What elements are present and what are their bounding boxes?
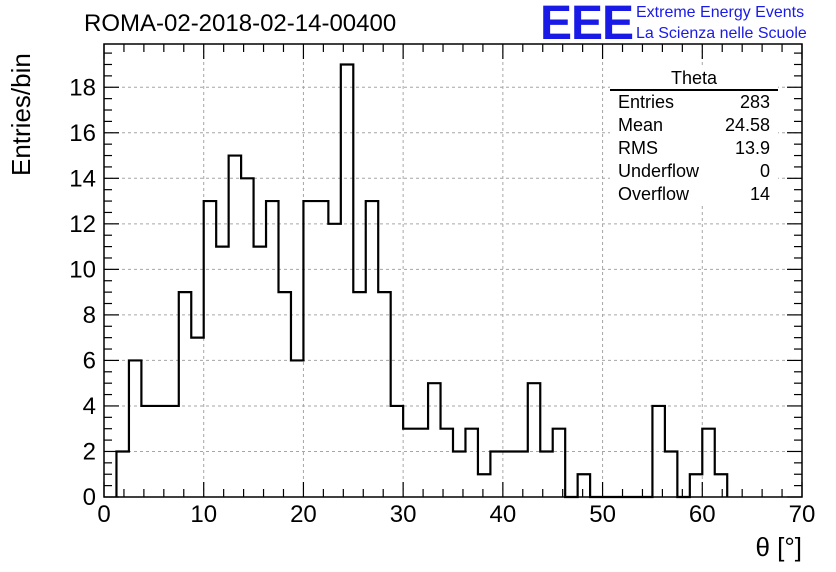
x-tick-label: 70 [789, 501, 816, 528]
stats-row-entries: Entries 283 [610, 91, 778, 114]
stats-row-underflow: Underflow 0 [610, 160, 778, 183]
histogram-bin [366, 201, 378, 497]
eee-logo: EEE [540, 0, 634, 50]
stats-value: 0 [759, 161, 770, 181]
stats-row-overflow: Overflow 14 [610, 183, 778, 206]
y-tick-label: 10 [69, 256, 96, 283]
histogram-bin [216, 247, 228, 497]
y-tick-label: 12 [69, 211, 96, 238]
x-tick-label: 50 [589, 501, 616, 528]
y-axis-label: Entries/bin [6, 53, 36, 176]
histogram-bin [129, 360, 141, 497]
histogram-bin [154, 406, 166, 497]
histogram-bin [254, 247, 266, 497]
stats-value: 24.58 [724, 115, 770, 135]
histogram-bin [229, 156, 241, 497]
histogram-bin [303, 201, 315, 497]
stats-box: Theta Entries 283 Mean 24.58 RMS 13.9 Un… [610, 68, 778, 206]
histogram-bin [540, 451, 552, 497]
histogram-bin [166, 406, 178, 497]
histogram-bin [715, 474, 727, 497]
histogram-bin [141, 406, 153, 497]
histogram-bin [353, 292, 365, 497]
histogram-bin [116, 451, 128, 497]
x-tick-label: 30 [390, 501, 417, 528]
chart-title: ROMA-02-2018-02-14-00400 [84, 10, 397, 37]
histogram-bin [665, 451, 677, 497]
histogram-bin [204, 201, 216, 497]
histogram-bin [578, 474, 590, 497]
stats-label: Underflow [618, 161, 700, 181]
histogram-bin [328, 224, 340, 497]
y-tick-label: 8 [83, 302, 96, 329]
histogram-bin [179, 292, 191, 497]
histogram-bin [191, 338, 203, 497]
histogram-bin [241, 178, 253, 497]
histogram-bin [553, 429, 565, 497]
histogram-bin [652, 406, 664, 497]
y-tick-label: 6 [83, 347, 96, 374]
stats-label: Mean [618, 115, 664, 135]
stats-title: Theta [610, 68, 778, 91]
histogram-bin [391, 406, 403, 497]
stats-row-rms: RMS 13.9 [610, 137, 778, 160]
histogram-bin [316, 201, 328, 497]
histogram-bin [453, 451, 465, 497]
histogram-bin [279, 292, 291, 497]
histogram-outline [115, 63, 729, 499]
stats-label: Overflow [618, 184, 690, 204]
stats-label: Entries [618, 92, 675, 112]
y-tick-label: 14 [69, 165, 96, 192]
histogram-bin [490, 451, 502, 497]
histogram-bin [702, 429, 714, 497]
histogram-bin [441, 429, 453, 497]
logo-text-line2: La Scienza nelle Scuole [636, 25, 807, 42]
histogram-bin [690, 474, 702, 497]
y-tick-label: 16 [69, 120, 96, 147]
stats-value: 14 [749, 184, 770, 204]
histogram-bin [416, 429, 428, 497]
histogram-bin [291, 360, 303, 497]
histogram-bin [428, 383, 440, 497]
logo-text-line1: Extreme Energy Events [636, 4, 805, 21]
plot-frame [103, 43, 803, 498]
stats-value: 283 [739, 92, 770, 112]
x-tick-label: 60 [689, 501, 716, 528]
stats-label: RMS [618, 138, 658, 158]
x-tick-label: 20 [290, 501, 317, 528]
x-axis-label: θ [°] [755, 532, 802, 562]
x-tick-label: 10 [190, 501, 217, 528]
histogram-bin [341, 64, 353, 497]
y-tick-label: 18 [69, 74, 96, 101]
y-tick-label: 0 [83, 484, 96, 511]
histogram-bin [503, 451, 515, 497]
stats-row-mean: Mean 24.58 [610, 114, 778, 137]
histogram-bin [266, 201, 278, 497]
histogram-bin [465, 429, 477, 497]
histogram-bin [378, 292, 390, 497]
y-tick-label: 4 [83, 393, 96, 420]
x-tick-label: 0 [97, 501, 110, 528]
histogram-bin [515, 451, 527, 497]
x-tick-label: 40 [490, 501, 517, 528]
histogram-bin [403, 429, 415, 497]
y-tick-label: 2 [83, 438, 96, 465]
stats-value: 13.9 [734, 138, 770, 158]
histogram-bin [478, 474, 490, 497]
histogram-bin [528, 383, 540, 497]
